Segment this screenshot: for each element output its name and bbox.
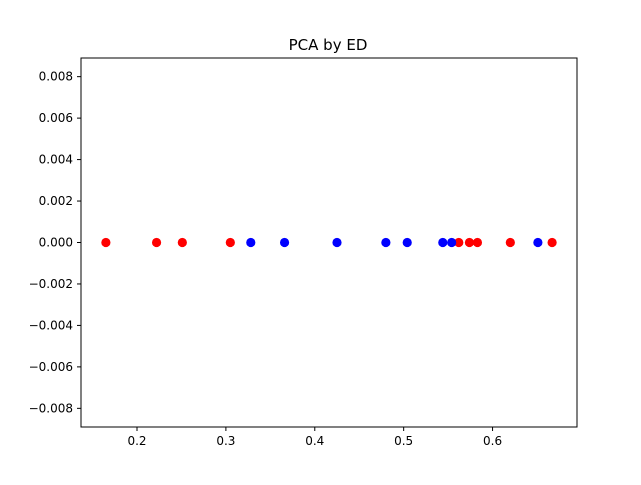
data-points <box>101 237 557 248</box>
y-tick-label: 0.002 <box>39 194 73 208</box>
y-tick-label: −0.006 <box>29 360 73 374</box>
x-axis: 0.2 0.3 0.4 0.5 0.6 <box>127 427 502 448</box>
x-tick-label: 0.3 <box>216 434 235 448</box>
data-point-red <box>101 237 111 248</box>
data-point-red <box>225 237 235 248</box>
x-tick-label: 0.4 <box>305 434 324 448</box>
data-point-red <box>547 237 557 248</box>
y-tick-label: −0.008 <box>29 401 73 415</box>
data-point-red <box>505 237 515 248</box>
data-point-blue <box>438 237 448 248</box>
data-point-red <box>464 237 475 248</box>
data-point-blue <box>246 237 256 248</box>
data-point-red <box>472 237 483 248</box>
data-point-red <box>151 237 162 248</box>
x-tick-label: 0.6 <box>483 434 502 448</box>
y-axis: 0.008 0.006 0.004 0.002 0.000 −0.002 −0.004 −0.… <box>29 70 81 415</box>
y-tick-label: −0.004 <box>29 318 73 332</box>
data-point-blue <box>332 237 342 248</box>
data-point-blue <box>533 237 543 248</box>
data-point-red <box>454 237 464 248</box>
y-tick-label: −0.002 <box>29 277 73 291</box>
plot-frame <box>80 57 578 428</box>
data-point-blue <box>447 237 457 248</box>
data-point-blue <box>381 237 391 248</box>
y-tick-label: 0.004 <box>39 153 73 167</box>
y-tick-label: 0.000 <box>39 236 73 250</box>
data-point-red <box>177 237 187 248</box>
y-tick-label: 0.006 <box>39 111 73 125</box>
data-point-blue <box>402 237 412 248</box>
chart-title: PCA by ED <box>289 36 368 54</box>
x-tick-label: 0.5 <box>394 434 413 448</box>
x-tick-label: 0.2 <box>127 434 146 448</box>
y-tick-label: 0.008 <box>39 70 73 84</box>
data-point-blue <box>279 237 290 248</box>
